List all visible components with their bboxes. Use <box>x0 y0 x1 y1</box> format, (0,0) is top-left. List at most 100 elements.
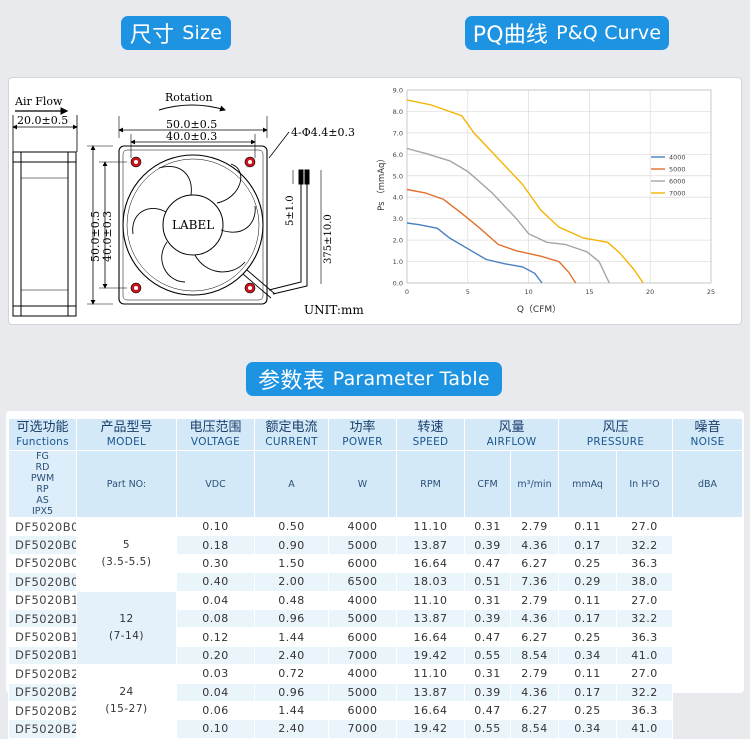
inh2o-cell: 0.25 <box>558 627 617 647</box>
m3-cell: 0.31 <box>464 664 511 684</box>
size-heading-cn: 尺寸 <box>129 23 175 48</box>
header-model: 产品型号 MODEL <box>76 418 177 451</box>
mmaq-cell: 6.27 <box>510 700 559 721</box>
voltage-cell: 5 (3.5-5.5) <box>76 517 177 592</box>
cfm-cell: 19.42 <box>396 719 465 739</box>
plot-frame <box>406 89 712 284</box>
m3-cell: 0.47 <box>464 700 511 721</box>
noise-cell: 32.2 <box>615 682 674 702</box>
m3-cell: 0.55 <box>464 719 511 739</box>
unit-current: A <box>254 450 329 518</box>
mmaq-cell: 6.27 <box>510 627 559 647</box>
m3-cell: 0.47 <box>464 553 511 574</box>
curve-heading-cn: PQ曲线 <box>472 23 549 48</box>
model-cell: DF5020B24V <box>8 719 77 739</box>
power-cell: 2.00 <box>254 572 329 592</box>
inh2o-cell: 0.34 <box>558 645 617 666</box>
table-heading: 参数表 Parameter Table <box>246 362 502 396</box>
power-cell: 1.50 <box>254 553 329 574</box>
inh2o-cell: 0.17 <box>558 535 617 555</box>
cfm-cell: 13.87 <box>396 608 465 629</box>
unit-model: Part NO: <box>76 450 177 518</box>
rotation-label: Rotation <box>165 91 213 104</box>
speed-cell: 4000 <box>328 516 397 537</box>
model-cell: DF5020B24H <box>8 700 77 721</box>
speed-cell: 7000 <box>328 645 397 666</box>
inh2o-cell: 0.25 <box>558 553 617 574</box>
current-cell: 0.10 <box>176 516 255 537</box>
power-cell: 0.72 <box>254 664 329 684</box>
speed-cell: 5000 <box>328 535 397 555</box>
legend-label: 7000 <box>669 190 686 198</box>
table-row: DF5020B24L 24 (15-27) 0.030.72400011.100.31… <box>8 664 743 739</box>
x-tick-label: 5 <box>466 288 470 296</box>
functions-cell: FG RD PWM RP AS IPX5 <box>8 450 77 518</box>
voltage-value: 12 <box>119 612 134 625</box>
x-tick-label: 15 <box>585 288 593 296</box>
unit-cfm: CFM <box>464 450 511 518</box>
cfm-cell: 16.64 <box>396 627 465 647</box>
header-functions: 可选功能 Functions <box>8 418 77 451</box>
wire-strip-dimension: 5±1.0 <box>285 195 296 226</box>
table-heading-en: Parameter Table <box>332 368 490 390</box>
y-tick-label: 8.0 <box>393 108 403 116</box>
y-tick-label: 7.0 <box>393 129 403 137</box>
model-cell: DF5020B24M <box>8 682 77 702</box>
legend-label: 6000 <box>669 178 686 186</box>
unit-mmaq: mmAq <box>558 450 617 518</box>
series-line-4000 <box>406 222 543 284</box>
cfm-cell: 11.10 <box>396 664 465 684</box>
curve-heading-en: P&Q Curve <box>556 22 662 44</box>
table-row: DF5020B12M 0.080.96500013.870.394.360.173… <box>8 608 743 629</box>
unit-speed: RPM <box>396 450 465 518</box>
cfm-cell: 13.87 <box>396 682 465 702</box>
hole-spacing-v-dimension: 40.0±0.3 <box>101 211 114 262</box>
function-item: PWM <box>30 473 55 484</box>
y-tick-label: 0.0 <box>393 280 403 288</box>
noise-cell: 27.0 <box>615 590 674 610</box>
m3-cell: 0.39 <box>464 608 511 629</box>
fan-front-view <box>118 145 276 305</box>
size-heading: 尺寸 Size <box>121 16 231 50</box>
current-cell: 0.06 <box>176 700 255 721</box>
speed-cell: 5000 <box>328 608 397 629</box>
inh2o-cell: 0.11 <box>558 516 617 537</box>
label-text: LABEL <box>172 218 214 232</box>
table-heading-cn: 参数表 <box>258 369 325 394</box>
power-cell: 0.96 <box>254 682 329 702</box>
m3-cell: 0.31 <box>464 516 511 537</box>
cfm-cell: 13.87 <box>396 535 465 555</box>
air-flow-label: Air Flow <box>14 95 63 108</box>
cfm-cell: 16.64 <box>396 700 465 721</box>
voltage-cell: 12 (7-14) <box>76 590 177 666</box>
power-cell: 0.96 <box>254 608 329 629</box>
cfm-cell: 11.10 <box>396 516 465 537</box>
hole-spacing-dimension: 40.0±0.3 <box>166 130 217 143</box>
model-cell: DF5020B12H <box>8 627 77 647</box>
model-cell: DF5020B12M <box>8 608 77 629</box>
speed-cell: 4000 <box>328 590 397 610</box>
inh2o-cell: 0.34 <box>558 719 617 739</box>
outer-width-dimension: 50.0±0.5 <box>166 118 217 131</box>
noise-cell: 36.3 <box>615 700 674 721</box>
power-cell: 1.44 <box>254 700 329 721</box>
table-row: DF5020B05L5(3.5-5.5)0.100.50400011.100.3… <box>8 516 743 592</box>
legend-label: 4000 <box>669 154 686 162</box>
m3-cell: 0.47 <box>464 627 511 647</box>
unit-voltage: VDC <box>176 450 255 518</box>
voltage-range: (15-27) <box>105 703 148 716</box>
model-cell: DF5020B05L <box>8 516 77 537</box>
voltage-cell: 24 (15-27) <box>76 664 177 739</box>
inh2o-cell: 0.25 <box>558 700 617 721</box>
current-cell: 0.10 <box>176 719 255 739</box>
model-cell: DF5020B12V <box>8 645 77 666</box>
speed-cell: 6000 <box>328 627 397 647</box>
lead-wires <box>268 169 322 295</box>
unit-inh2o: In H²O <box>615 450 674 518</box>
table-row: DF5020B05M 0.180.90500013.870.394.360.173… <box>8 535 743 555</box>
speed-cell: 6500 <box>328 572 397 592</box>
function-item: IPX5 <box>31 506 54 517</box>
current-cell: 0.04 <box>176 682 255 702</box>
mounting-holes-label: 4-Φ4.4±0.3 <box>291 126 355 139</box>
y-tick-label: 9.0 <box>393 87 403 95</box>
